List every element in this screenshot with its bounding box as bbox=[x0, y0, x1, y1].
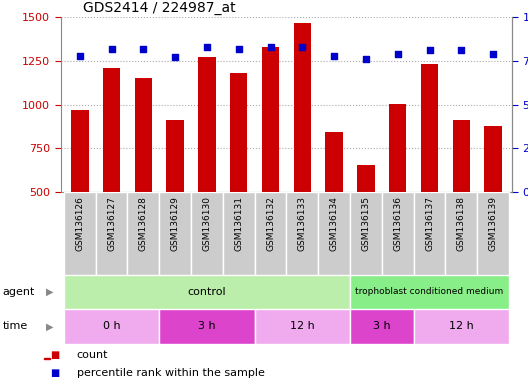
Text: GSM136134: GSM136134 bbox=[329, 196, 338, 251]
Text: GDS2414 / 224987_at: GDS2414 / 224987_at bbox=[83, 1, 236, 15]
Bar bbox=[413, 192, 446, 275]
Bar bbox=[166, 120, 184, 279]
Point bbox=[139, 46, 148, 52]
Point bbox=[234, 46, 243, 52]
Text: GSM136130: GSM136130 bbox=[202, 196, 211, 251]
Bar bbox=[223, 192, 254, 275]
Bar bbox=[389, 104, 407, 279]
Bar bbox=[71, 110, 89, 279]
Text: agent: agent bbox=[3, 287, 35, 297]
Text: GSM136127: GSM136127 bbox=[107, 196, 116, 251]
Bar bbox=[452, 120, 470, 279]
Bar bbox=[350, 309, 413, 344]
Text: trophoblast conditioned medium: trophoblast conditioned medium bbox=[355, 287, 504, 296]
Bar bbox=[318, 192, 350, 275]
Bar bbox=[357, 165, 375, 279]
Bar bbox=[477, 192, 509, 275]
Text: GSM136129: GSM136129 bbox=[171, 196, 180, 251]
Text: 0 h: 0 h bbox=[103, 321, 120, 331]
Text: ▶: ▶ bbox=[46, 287, 54, 297]
Bar bbox=[96, 192, 127, 275]
Bar bbox=[159, 309, 254, 344]
Text: 3 h: 3 h bbox=[198, 321, 216, 331]
Point bbox=[362, 56, 370, 62]
Text: GSM136135: GSM136135 bbox=[362, 196, 371, 251]
Bar bbox=[64, 275, 350, 309]
Bar bbox=[103, 68, 120, 279]
Bar bbox=[382, 192, 413, 275]
Bar bbox=[159, 192, 191, 275]
Text: control: control bbox=[187, 287, 227, 297]
Text: ■: ■ bbox=[50, 368, 60, 378]
Text: GSM136128: GSM136128 bbox=[139, 196, 148, 251]
Bar bbox=[254, 192, 286, 275]
Bar bbox=[127, 192, 159, 275]
Bar bbox=[44, 358, 50, 359]
Point bbox=[266, 44, 275, 50]
Text: count: count bbox=[77, 350, 108, 360]
Text: ■: ■ bbox=[50, 350, 60, 360]
Bar bbox=[64, 309, 159, 344]
Text: GSM136139: GSM136139 bbox=[488, 196, 497, 251]
Bar bbox=[230, 73, 248, 279]
Point bbox=[171, 55, 180, 61]
Bar bbox=[191, 192, 223, 275]
Bar bbox=[254, 309, 350, 344]
Bar bbox=[350, 275, 509, 309]
Point bbox=[203, 44, 211, 50]
Text: 12 h: 12 h bbox=[449, 321, 474, 331]
Text: 12 h: 12 h bbox=[290, 321, 315, 331]
Text: GSM136137: GSM136137 bbox=[425, 196, 434, 251]
Point bbox=[298, 44, 307, 50]
Text: GSM136132: GSM136132 bbox=[266, 196, 275, 251]
Point bbox=[76, 53, 84, 59]
Point bbox=[489, 51, 497, 57]
Point bbox=[330, 53, 338, 59]
Text: percentile rank within the sample: percentile rank within the sample bbox=[77, 368, 265, 378]
Text: GSM136138: GSM136138 bbox=[457, 196, 466, 251]
Point bbox=[107, 46, 116, 52]
Bar bbox=[262, 47, 279, 279]
Point bbox=[393, 51, 402, 57]
Bar bbox=[484, 126, 502, 279]
Text: GSM136126: GSM136126 bbox=[76, 196, 84, 251]
Point bbox=[425, 47, 433, 53]
Text: 3 h: 3 h bbox=[373, 321, 391, 331]
Bar bbox=[421, 64, 438, 279]
Text: GSM136131: GSM136131 bbox=[234, 196, 243, 251]
Text: time: time bbox=[3, 321, 28, 331]
Point bbox=[457, 47, 466, 53]
Text: ▶: ▶ bbox=[46, 321, 54, 331]
Bar bbox=[294, 23, 311, 279]
Bar bbox=[135, 78, 152, 279]
Bar bbox=[350, 192, 382, 275]
Bar bbox=[413, 309, 509, 344]
Bar bbox=[446, 192, 477, 275]
Bar bbox=[198, 58, 216, 279]
Text: GSM136136: GSM136136 bbox=[393, 196, 402, 251]
Bar bbox=[286, 192, 318, 275]
Bar bbox=[325, 132, 343, 279]
Text: GSM136133: GSM136133 bbox=[298, 196, 307, 251]
Bar bbox=[64, 192, 96, 275]
